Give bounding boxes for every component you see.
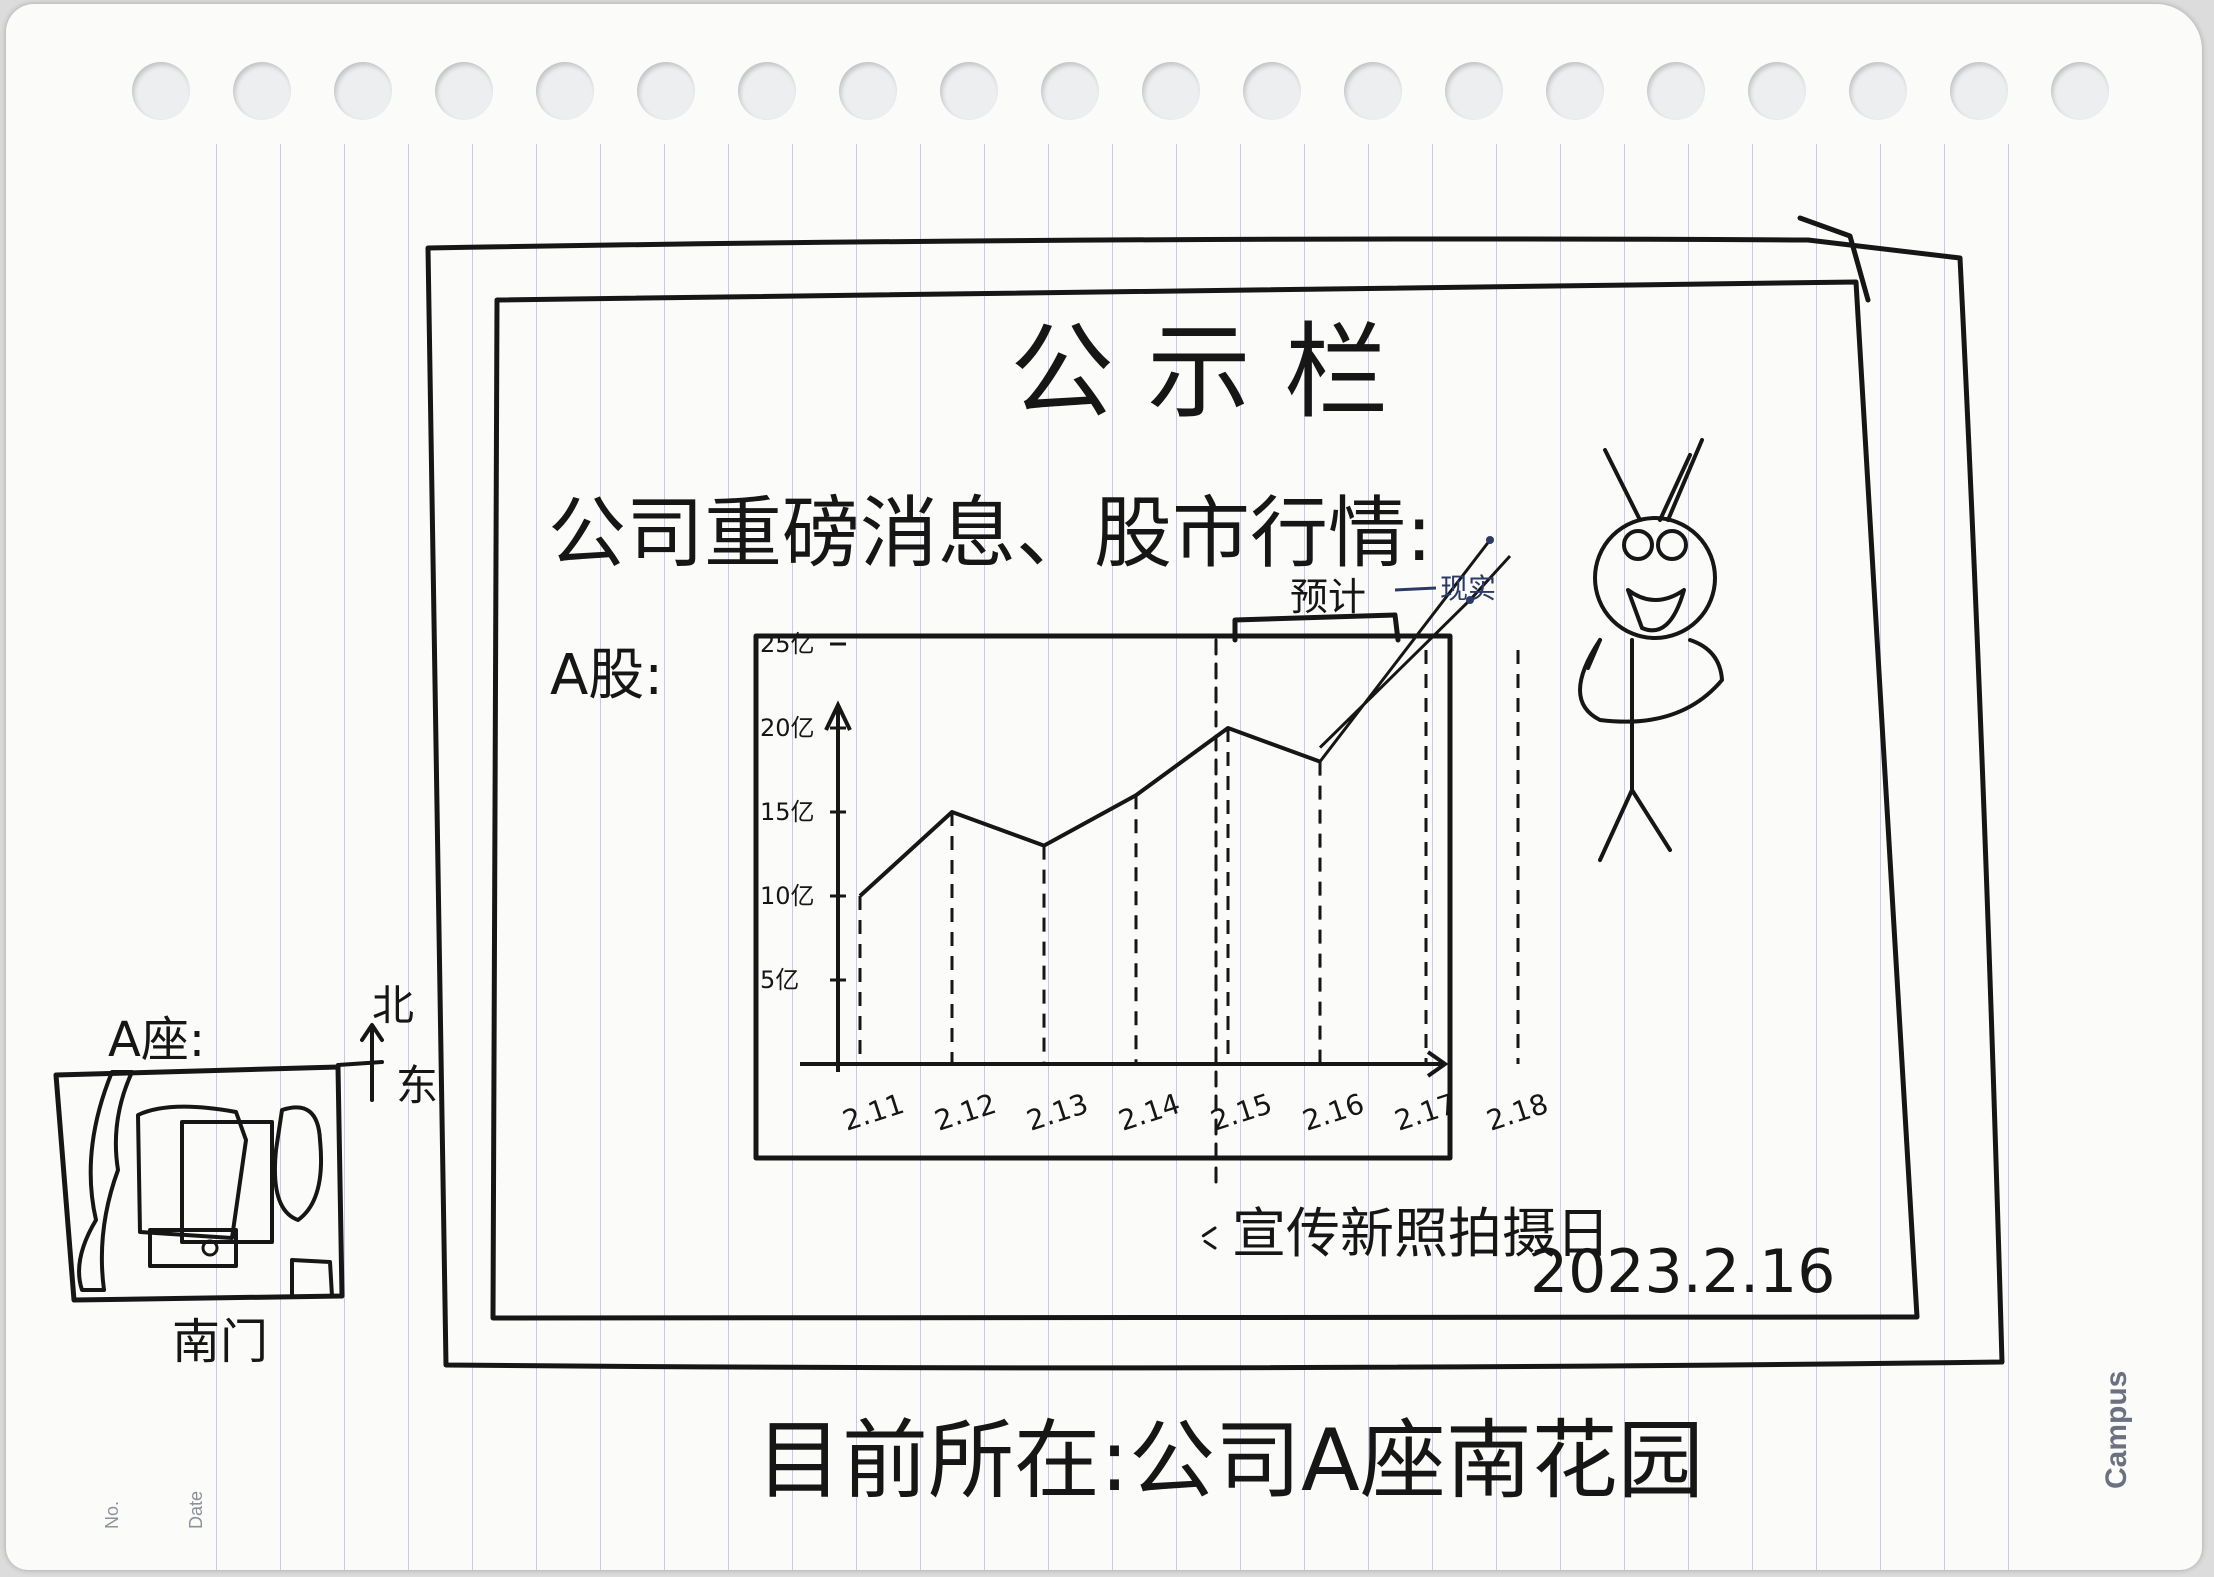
map-tree-band xyxy=(77,1070,134,1292)
binder-hole xyxy=(738,62,796,120)
ruled-line xyxy=(280,144,281,1570)
ruled-line xyxy=(1752,144,1753,1570)
series-line xyxy=(858,726,1321,898)
binder-hole xyxy=(1243,62,1301,120)
board-outer-frame xyxy=(425,236,2005,1371)
ruled-line xyxy=(1880,144,1881,1570)
x-tick-label: 2.13 xyxy=(1023,1087,1092,1138)
binder-hole xyxy=(132,62,190,120)
line-chart: 5亿 10亿 15亿 20亿 25亿 2.11 2.12 2.13 2.14 2.15 2.16 2.… xyxy=(760,536,1552,1138)
binder-hole xyxy=(1849,62,1907,120)
east-label: 东 xyxy=(396,1061,438,1110)
ruled-line xyxy=(1560,144,1561,1570)
ruled-line xyxy=(344,144,345,1570)
map-gate xyxy=(290,1258,334,1298)
photo-date: 2023.2.16 xyxy=(1530,1237,1835,1307)
north-label: 北 xyxy=(372,981,414,1030)
gate-label: 南门 xyxy=(172,1314,268,1370)
map-fountain xyxy=(148,1228,238,1268)
x-tick-label: 2.14 xyxy=(1115,1087,1184,1138)
board-title: 公 示 栏 xyxy=(1010,311,1388,433)
chart-frame xyxy=(753,633,1453,1161)
actual-arrow xyxy=(1394,586,1437,592)
ruled-line xyxy=(1176,144,1177,1570)
ruled-line xyxy=(408,144,409,1570)
binder-hole xyxy=(1748,62,1806,120)
binder-hole xyxy=(2051,62,2109,120)
y-tick-label: 15亿 xyxy=(760,798,815,826)
binder-hole xyxy=(233,62,291,120)
y-tick-label: 5亿 xyxy=(760,966,799,994)
map-pond xyxy=(272,1105,324,1222)
ruled-line xyxy=(1944,144,1945,1570)
binder-hole xyxy=(637,62,695,120)
binder-hole xyxy=(1041,62,1099,120)
forecast-label: 预计 xyxy=(1290,575,1366,619)
ruled-line xyxy=(1496,144,1497,1570)
ruled-line xyxy=(792,144,793,1570)
ruled-line xyxy=(1432,144,1433,1570)
ruled-line xyxy=(1304,144,1305,1570)
x-tick-label: 2.16 xyxy=(1299,1087,1368,1138)
y-axis xyxy=(824,700,852,1072)
map-building-left xyxy=(136,1104,248,1240)
x-tick-label: 2.18 xyxy=(1483,1087,1552,1138)
binder-hole xyxy=(839,62,897,120)
binder-hole xyxy=(1950,62,2008,120)
binder-hole xyxy=(536,62,594,120)
ruled-line xyxy=(728,144,729,1570)
x-tick-label: 2.11 xyxy=(839,1087,908,1138)
binder-hole xyxy=(1546,62,1604,120)
y-tick-label: 10亿 xyxy=(760,882,815,910)
map-building-block xyxy=(180,1120,274,1244)
map-title: A座: xyxy=(108,1012,205,1068)
ruled-line xyxy=(1624,144,1625,1570)
binder-hole xyxy=(1142,62,1200,120)
y-tick-label: 20亿 xyxy=(760,714,815,742)
ruled-line xyxy=(216,144,217,1570)
paper-sheet: No. Date Campus xyxy=(6,4,2202,1570)
ruled-line xyxy=(856,144,857,1570)
board-subtitle: 公司重磅消息、股市行情: xyxy=(548,489,1432,579)
map-you-are-here xyxy=(201,1239,219,1257)
compass-icon xyxy=(336,1023,384,1102)
x-axis xyxy=(800,1050,1449,1078)
x-tick-label: 2.12 xyxy=(931,1087,1000,1138)
ruled-line xyxy=(536,144,537,1570)
forecast-point xyxy=(1466,596,1474,604)
ruled-line xyxy=(600,144,601,1570)
photo-note: 宣传新照拍摄日 xyxy=(1232,1202,1610,1265)
binder-hole xyxy=(435,62,493,120)
map-outline xyxy=(53,1064,345,1303)
ruled-line xyxy=(2008,144,2009,1570)
forecast-bracket xyxy=(1232,612,1401,643)
ruled-line xyxy=(664,144,665,1570)
ruled-line xyxy=(1368,144,1369,1570)
x-tick-label: 2.15 xyxy=(1207,1087,1276,1138)
photo-date-marker xyxy=(1198,638,1218,1250)
ruled-line xyxy=(1816,144,1817,1570)
ruled-line xyxy=(1048,144,1049,1570)
binder-hole xyxy=(1445,62,1503,120)
ruled-line xyxy=(472,144,473,1570)
binder-hole xyxy=(940,62,998,120)
binder-hole xyxy=(1344,62,1402,120)
ruled-line xyxy=(1240,144,1241,1570)
binder-hole xyxy=(334,62,392,120)
ruled-line xyxy=(1112,144,1113,1570)
ruled-line xyxy=(920,144,921,1570)
forecast-point xyxy=(1486,536,1494,544)
actual-label: 现实 xyxy=(1440,572,1496,605)
y-tick-label: 25亿 xyxy=(760,630,815,658)
stock-label: A股: xyxy=(550,643,663,708)
ruled-line xyxy=(984,144,985,1570)
frame-tab xyxy=(1797,215,1871,303)
location-caption: 目前所在:公司A座南花园 xyxy=(756,1411,1704,1511)
ruled-line xyxy=(1688,144,1689,1570)
binder-hole xyxy=(1647,62,1705,120)
stick-figure-icon xyxy=(1578,438,1724,862)
board-inner-frame xyxy=(490,279,1920,1321)
